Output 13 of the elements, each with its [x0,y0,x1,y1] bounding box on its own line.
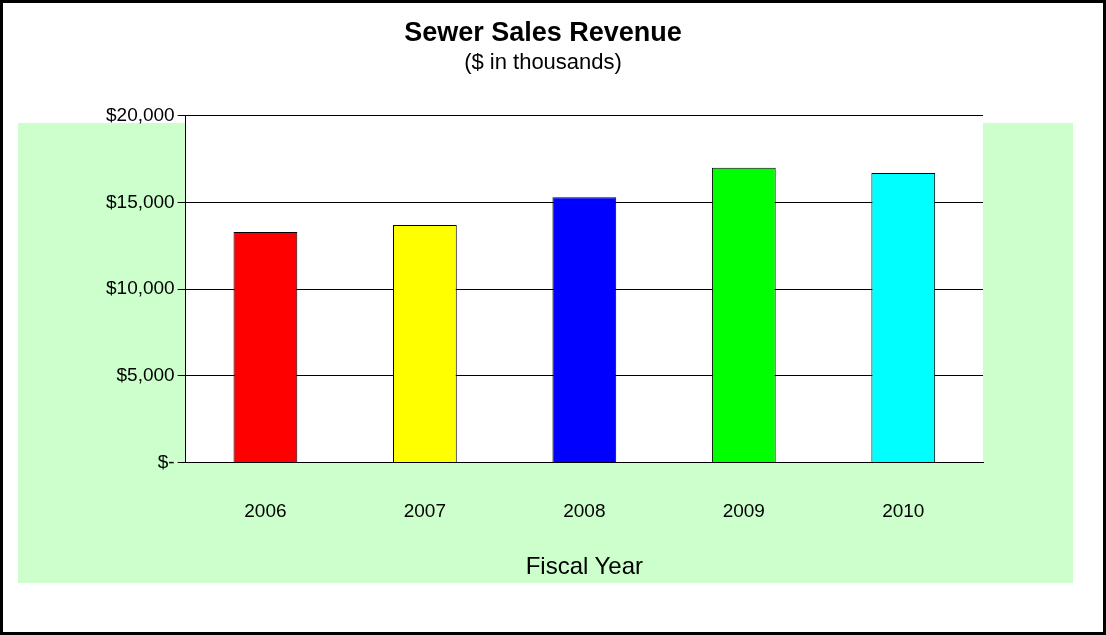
x-tick-label: 2009 [722,500,765,522]
y-tick-label: $20,000 [105,104,175,126]
chart-title: Sewer Sales Revenue [404,16,682,47]
y-tick-label: $10,000 [105,277,175,299]
x-axis-title: Fiscal Year [525,552,644,580]
chart-subtitle: ($ in thousands) [464,48,622,74]
y-tick-label: $15,000 [105,190,175,212]
y-tick-label: $- [157,450,175,472]
x-tick-label: 2008 [563,500,606,522]
y-tick-label: $5,000 [116,363,175,385]
x-tick-label: 2007 [403,500,447,522]
x-tick-label: 2006 [244,500,287,522]
x-tick-label: 2010 [882,500,925,522]
